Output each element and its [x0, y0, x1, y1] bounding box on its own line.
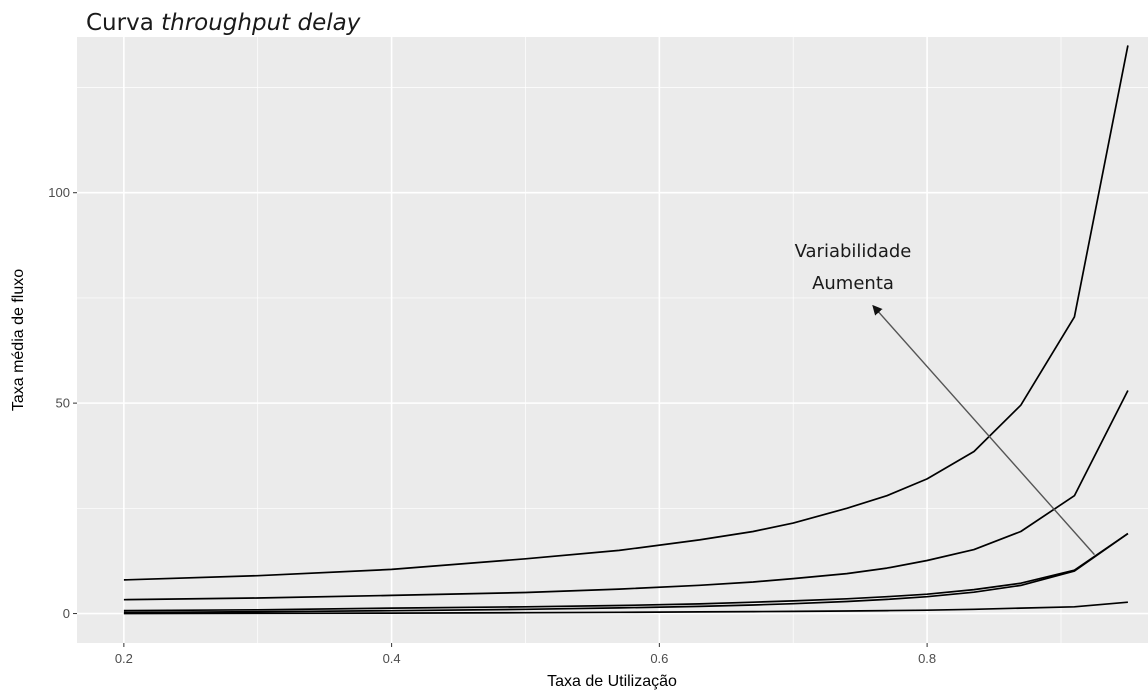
chart-title: Curva throughput delay	[86, 10, 361, 36]
series-line-2	[123, 532, 1129, 612]
ticks-layer: 0.2 0.4 0.6 0.8 0 50 100	[48, 185, 936, 666]
y-tick-label: 0	[63, 606, 70, 621]
annotation-line-1: Variabilidade	[795, 241, 912, 262]
y-tick-label: 100	[48, 185, 70, 200]
x-tick-label: 0.2	[115, 651, 133, 666]
annotation-layer: Variabilidade Aumenta	[795, 241, 1095, 556]
series-line-4	[123, 45, 1129, 581]
chart-title-prefix: Curva	[86, 10, 161, 36]
chart-title-italic: throughput delay	[161, 10, 361, 36]
series-line-5	[123, 601, 1128, 615]
y-axis-label: Taxa média de fluxo	[10, 269, 27, 411]
series-line-3	[123, 390, 1129, 601]
x-tick-label: 0.6	[650, 651, 668, 666]
annotation-line-2: Aumenta	[812, 273, 894, 294]
y-tick-label: 50	[56, 396, 70, 411]
x-axis-label: Taxa de Utilização	[547, 673, 677, 690]
grid-minor	[77, 37, 1148, 643]
x-tick-label: 0.4	[383, 651, 401, 666]
series-line-1	[123, 532, 1129, 614]
plot-panel	[77, 37, 1148, 643]
x-tick-label: 0.8	[918, 651, 936, 666]
annotation-arrow	[872, 304, 1095, 556]
series-layer	[123, 45, 1129, 615]
